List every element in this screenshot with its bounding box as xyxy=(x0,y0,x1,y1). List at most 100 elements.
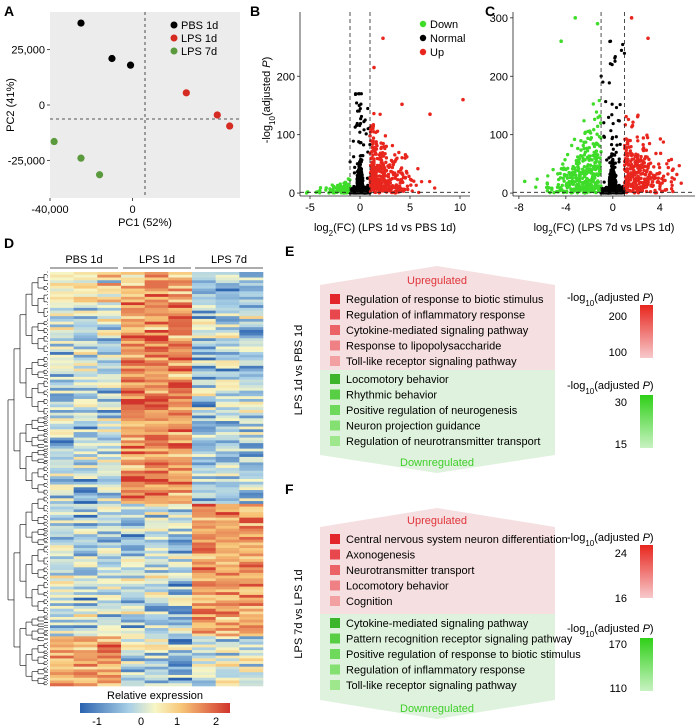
heatmap-cell xyxy=(192,575,216,579)
heatmap-cell xyxy=(239,586,264,590)
heatmap-cell xyxy=(168,274,193,278)
heatmap-cell xyxy=(144,462,169,466)
volcano-point-up xyxy=(666,165,670,170)
heatmap-cell xyxy=(192,313,216,317)
heatmap-cell xyxy=(144,658,169,662)
heatmap-cell xyxy=(121,410,145,414)
heatmap-cell xyxy=(97,285,122,289)
heatmap-cell xyxy=(73,467,98,472)
heatmap-cell xyxy=(97,644,122,648)
heatmap-cell xyxy=(50,412,74,416)
heatmap-cell xyxy=(50,418,74,422)
heatmap-cell xyxy=(215,379,240,383)
heatmap-cell xyxy=(121,625,145,629)
heatmap-cell xyxy=(239,669,264,673)
heatmap-cell xyxy=(73,614,98,618)
heatmap-cell xyxy=(168,575,193,579)
volcano-point-up xyxy=(383,146,387,151)
volcano-point-up xyxy=(410,189,414,193)
heatmap-cell xyxy=(144,550,169,554)
heatmap-cell xyxy=(50,652,74,656)
heatmap-cell xyxy=(50,628,74,632)
heatmap-cell xyxy=(121,534,145,538)
volcano-point-normal xyxy=(368,142,372,147)
heatmap-cell xyxy=(215,318,240,322)
heatmap-cell xyxy=(121,421,145,425)
heatmap-cell xyxy=(168,630,193,634)
volcano-point-normal xyxy=(359,114,364,119)
heatmap-cell xyxy=(192,357,216,361)
volcano-point-up xyxy=(624,114,628,119)
heatmap-cell xyxy=(168,349,193,353)
heatmap-cell xyxy=(168,354,193,358)
heatmap-cell xyxy=(121,655,145,659)
heatmap-cell xyxy=(50,509,74,513)
heatmap-cell xyxy=(144,536,169,541)
heatmap-cell xyxy=(192,672,216,676)
heatmap-cell xyxy=(192,296,216,300)
heatmap-cell xyxy=(73,332,98,336)
heatmap-cell xyxy=(168,451,193,455)
heatmap-cell xyxy=(192,285,216,289)
heatmap-cell xyxy=(121,586,145,590)
heatmap-cell xyxy=(168,379,193,383)
volcano-point-down xyxy=(318,186,323,190)
heatmap-cell xyxy=(121,379,145,383)
heatmap-cell xyxy=(50,622,74,626)
heatmap-cell xyxy=(50,683,74,687)
heatmap-cell xyxy=(192,445,216,449)
volcano-point-normal xyxy=(607,156,611,160)
heatmap-cell xyxy=(215,404,240,408)
volcano-point-up xyxy=(643,164,647,169)
volcano-point-up xyxy=(638,168,643,173)
heatmap-cell xyxy=(192,448,216,452)
heatmap-cell xyxy=(144,503,169,507)
volcano-point-down xyxy=(592,144,597,149)
volcano-point-up xyxy=(644,148,649,152)
heatmap-cell xyxy=(50,625,74,629)
heatmap-cell xyxy=(192,503,216,507)
volcano-point-down xyxy=(590,158,594,162)
volcano-point-normal xyxy=(357,187,361,192)
heatmap-cell xyxy=(73,545,98,549)
heatmap-cell xyxy=(121,299,145,303)
heatmap-cell xyxy=(97,628,122,632)
volcano-point-up xyxy=(654,151,658,156)
heatmap-cell xyxy=(239,371,264,375)
heatmap-cell xyxy=(73,611,98,615)
volcano-point-down xyxy=(335,187,339,191)
volcano-point-up xyxy=(407,174,411,179)
heatmap-cell xyxy=(192,512,216,516)
heatmap-cell xyxy=(215,415,240,419)
heatmap-cell xyxy=(239,641,264,645)
heatmap-cell xyxy=(121,307,145,311)
heatmap-cell xyxy=(144,581,169,585)
heatmap-cell xyxy=(192,396,216,400)
heatmap-cell xyxy=(97,672,122,676)
heatmap-cell xyxy=(121,501,145,505)
heatmap-cell xyxy=(192,628,216,632)
heatmap-cell xyxy=(97,490,122,494)
heatmap-cell xyxy=(168,374,193,378)
heatmap-cell xyxy=(192,611,216,615)
heatmap-cell xyxy=(168,415,193,419)
heatmap-cell xyxy=(215,357,240,361)
heatmap-cell xyxy=(73,410,98,414)
heatmap-cell xyxy=(50,550,74,554)
term-up: Neurotransmitter transport xyxy=(346,565,474,577)
volcano-point-up xyxy=(630,123,635,128)
heatmap-cell xyxy=(97,346,122,350)
heatmap-cell xyxy=(239,476,264,480)
heatmap-cell xyxy=(192,501,216,505)
heatmap-cell xyxy=(144,385,169,389)
heatmap-cell xyxy=(239,492,264,496)
heatmap-cell xyxy=(50,542,74,546)
heatmap-cell xyxy=(121,462,145,466)
heatmap-cell xyxy=(239,672,264,676)
heatmap-cell xyxy=(121,467,145,472)
heatmap-cell xyxy=(144,594,169,598)
heatmap-cell xyxy=(73,329,98,334)
heatmap-cell xyxy=(50,567,74,571)
heatmap-cell xyxy=(168,440,193,444)
